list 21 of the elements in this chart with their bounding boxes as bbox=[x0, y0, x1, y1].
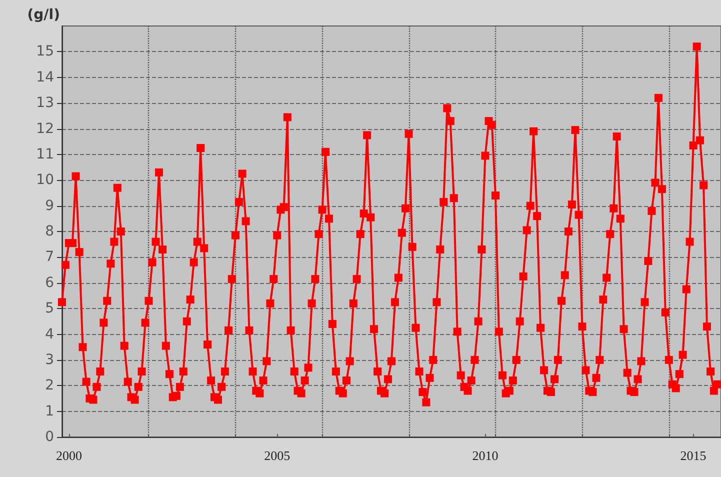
y-tick-label: 3 bbox=[45, 352, 54, 368]
x-tick-label: 2005 bbox=[264, 448, 290, 463]
y-tick-label: 8 bbox=[45, 224, 54, 240]
y-tick-label: 7 bbox=[45, 249, 54, 266]
y-tick-label: 0 bbox=[45, 429, 54, 445]
y-tick-label: 15 bbox=[36, 44, 54, 60]
y-tick-label: 12 bbox=[36, 120, 54, 137]
y-tick-label: 11 bbox=[36, 146, 54, 162]
y-axis-title: (g/l) bbox=[27, 7, 60, 23]
x-tick-label: 2000 bbox=[56, 448, 82, 463]
x-tick-label: 2010 bbox=[472, 448, 498, 463]
y-tick-label: 9 bbox=[45, 198, 54, 214]
y-tick-label: 5 bbox=[45, 300, 54, 317]
x-tick-label: 2015 bbox=[680, 448, 706, 463]
y-tick-label: 4 bbox=[45, 326, 54, 342]
y-tick-label: 2 bbox=[45, 378, 54, 394]
y-tick-label: 10 bbox=[36, 172, 54, 188]
y-tick-label: 6 bbox=[45, 274, 54, 291]
y-tick-label: 14 bbox=[36, 69, 54, 86]
y-tick-label: 13 bbox=[36, 95, 54, 112]
y-tick-label: 1 bbox=[45, 403, 54, 420]
